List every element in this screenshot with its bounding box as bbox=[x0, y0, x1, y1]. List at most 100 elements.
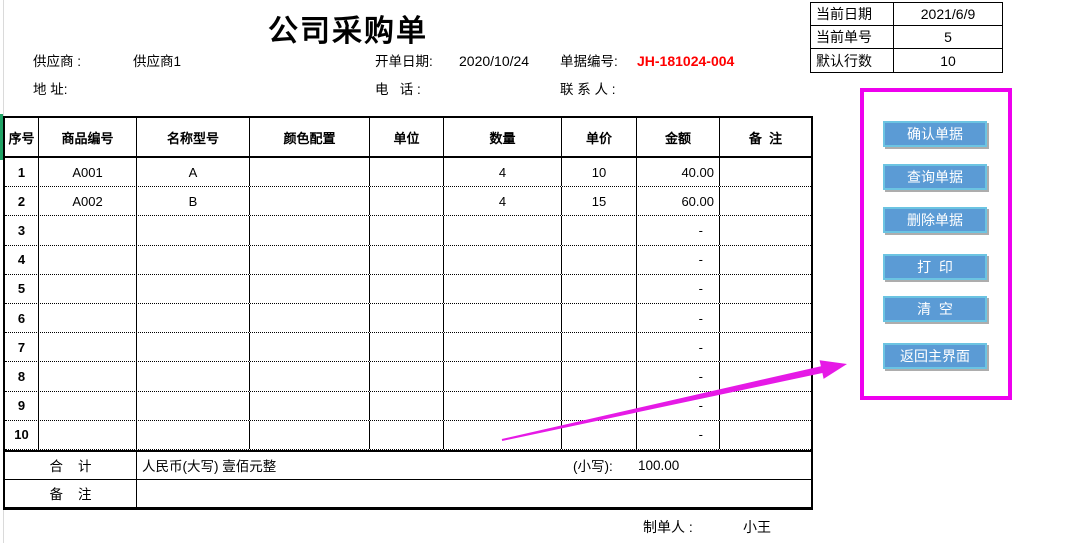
cell-qty[interactable] bbox=[444, 420, 562, 449]
current-no-value[interactable]: 5 bbox=[944, 29, 952, 45]
cell-price[interactable] bbox=[562, 420, 637, 449]
cell-qty[interactable]: 4 bbox=[444, 158, 562, 187]
cell-seq[interactable]: 2 bbox=[5, 187, 39, 216]
cell-code[interactable] bbox=[39, 245, 137, 274]
cell-note[interactable] bbox=[720, 392, 811, 420]
cell-amount[interactable]: - bbox=[637, 216, 720, 245]
cell-name[interactable] bbox=[137, 245, 250, 274]
cell-note[interactable] bbox=[720, 216, 811, 244]
confirm-doc-button[interactable]: 确认单据 bbox=[883, 121, 987, 147]
cell-name[interactable]: A bbox=[137, 158, 250, 187]
cell-note[interactable] bbox=[720, 333, 811, 361]
cell-name[interactable] bbox=[137, 391, 250, 420]
clear-button[interactable]: 清 空 bbox=[883, 296, 987, 322]
cell-code[interactable] bbox=[39, 420, 137, 449]
cell-price[interactable]: 10 bbox=[562, 158, 637, 187]
cell-amount[interactable]: - bbox=[637, 362, 720, 391]
cell-unit[interactable] bbox=[370, 216, 444, 245]
cell-qty[interactable] bbox=[444, 333, 562, 362]
cell-seq[interactable]: 8 bbox=[5, 362, 39, 391]
print-button[interactable]: 打 印 bbox=[883, 254, 987, 280]
cell-seq[interactable]: 3 bbox=[5, 216, 39, 245]
remark-value[interactable] bbox=[137, 480, 811, 507]
current-date-value[interactable]: 2021/6/9 bbox=[920, 6, 976, 22]
cell-amount[interactable]: - bbox=[637, 274, 720, 303]
cell-seq[interactable]: 10 bbox=[5, 420, 39, 449]
cell-color[interactable] bbox=[250, 158, 370, 187]
cell-color[interactable] bbox=[250, 245, 370, 274]
cell-name[interactable] bbox=[137, 303, 250, 333]
cell-unit[interactable] bbox=[370, 333, 444, 362]
cell-color[interactable] bbox=[250, 187, 370, 216]
cell-price[interactable] bbox=[562, 303, 637, 333]
cell-price[interactable]: 15 bbox=[562, 187, 637, 216]
cell-seq[interactable]: 6 bbox=[5, 303, 39, 333]
cell-name[interactable] bbox=[137, 420, 250, 449]
cell-seq[interactable]: 9 bbox=[5, 391, 39, 420]
cell-note[interactable] bbox=[720, 158, 811, 186]
order-date-value[interactable]: 2020/10/24 bbox=[459, 53, 530, 69]
cell-code[interactable] bbox=[39, 274, 137, 303]
cell-color[interactable] bbox=[250, 303, 370, 333]
cell-code[interactable] bbox=[39, 333, 137, 362]
cell-unit[interactable] bbox=[370, 420, 444, 449]
cell-name[interactable] bbox=[137, 216, 250, 245]
cell-amount[interactable]: - bbox=[637, 245, 720, 274]
cell-amount[interactable]: 40.00 bbox=[637, 158, 720, 187]
cell-note[interactable] bbox=[720, 187, 811, 215]
cell-price[interactable] bbox=[562, 274, 637, 303]
total-amount-words[interactable]: 人民币(大写) 壹佰元整 bbox=[142, 459, 277, 475]
cell-name[interactable] bbox=[137, 333, 250, 362]
supplier-value[interactable]: 供应商1 bbox=[133, 54, 182, 69]
cell-unit[interactable] bbox=[370, 391, 444, 420]
cell-qty[interactable] bbox=[444, 391, 562, 420]
cell-unit[interactable] bbox=[370, 362, 444, 391]
cell-code[interactable] bbox=[39, 303, 137, 333]
cell-unit[interactable] bbox=[370, 303, 444, 333]
cell-price[interactable] bbox=[562, 245, 637, 274]
cell-seq[interactable]: 1 bbox=[5, 158, 39, 187]
cell-code[interactable] bbox=[39, 362, 137, 391]
cell-name[interactable] bbox=[137, 274, 250, 303]
preparer-value[interactable]: 小王 bbox=[743, 519, 771, 535]
total-small-value[interactable]: 100.00 bbox=[638, 457, 680, 473]
cell-qty[interactable] bbox=[444, 303, 562, 333]
cell-note[interactable] bbox=[720, 275, 811, 303]
cell-name[interactable] bbox=[137, 362, 250, 391]
cell-seq[interactable]: 4 bbox=[5, 245, 39, 274]
cell-amount[interactable]: - bbox=[637, 333, 720, 362]
cell-qty[interactable] bbox=[444, 216, 562, 245]
cell-unit[interactable] bbox=[370, 158, 444, 187]
cell-qty[interactable] bbox=[444, 274, 562, 303]
cell-qty[interactable]: 4 bbox=[444, 187, 562, 216]
return-main-button[interactable]: 返回主界面 bbox=[883, 343, 987, 369]
cell-name[interactable]: B bbox=[137, 187, 250, 216]
cell-price[interactable] bbox=[562, 216, 637, 245]
cell-code[interactable] bbox=[39, 216, 137, 245]
cell-amount[interactable]: - bbox=[637, 391, 720, 420]
cell-price[interactable] bbox=[562, 362, 637, 391]
cell-code[interactable]: A001 bbox=[39, 158, 137, 187]
cell-note[interactable] bbox=[720, 362, 811, 390]
cell-amount[interactable]: - bbox=[637, 303, 720, 333]
cell-qty[interactable] bbox=[444, 362, 562, 391]
cell-price[interactable] bbox=[562, 391, 637, 420]
default-rows-value[interactable]: 10 bbox=[940, 52, 956, 69]
cell-seq[interactable]: 7 bbox=[5, 333, 39, 362]
cell-color[interactable] bbox=[250, 391, 370, 420]
cell-amount[interactable]: 60.00 bbox=[637, 187, 720, 216]
cell-price[interactable] bbox=[562, 333, 637, 362]
cell-seq[interactable]: 5 bbox=[5, 274, 39, 303]
delete-doc-button[interactable]: 删除单据 bbox=[883, 207, 987, 233]
cell-color[interactable] bbox=[250, 420, 370, 449]
cell-color[interactable] bbox=[250, 362, 370, 391]
cell-color[interactable] bbox=[250, 333, 370, 362]
cell-color[interactable] bbox=[250, 216, 370, 245]
cell-unit[interactable] bbox=[370, 274, 444, 303]
cell-note[interactable] bbox=[720, 304, 811, 332]
cell-code[interactable]: A002 bbox=[39, 187, 137, 216]
cell-unit[interactable] bbox=[370, 187, 444, 216]
cell-amount[interactable]: - bbox=[637, 420, 720, 449]
cell-code[interactable] bbox=[39, 391, 137, 420]
cell-note[interactable] bbox=[720, 246, 811, 274]
